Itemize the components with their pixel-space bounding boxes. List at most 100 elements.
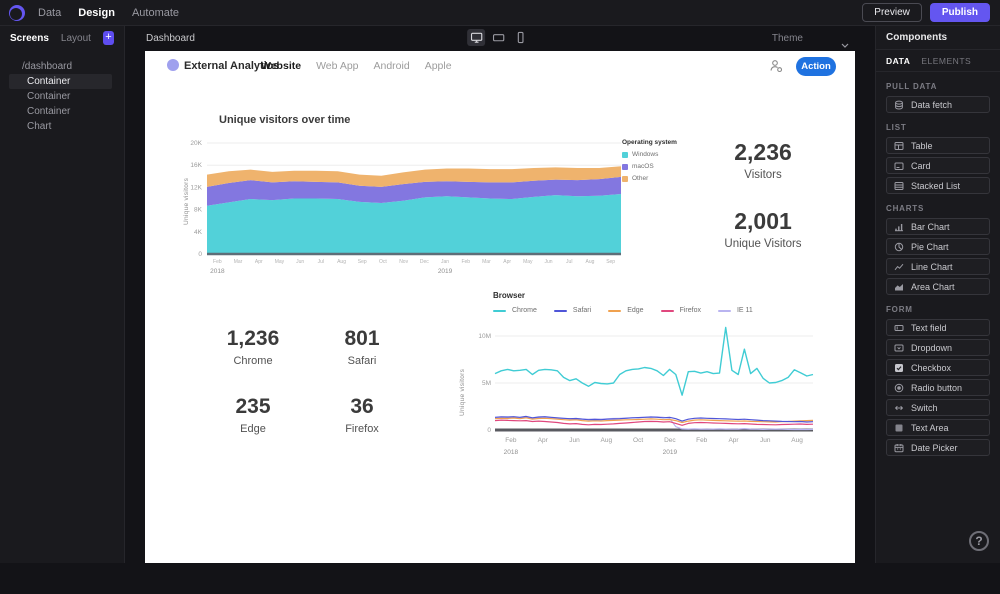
component-item-bar-chart[interactable]: Bar Chart xyxy=(886,218,990,235)
tree-item-container-2[interactable]: Container xyxy=(27,91,71,102)
add-screen-button[interactable]: + xyxy=(102,31,114,45)
stat-edge[interactable]: 235 Edge xyxy=(193,395,313,435)
help-button[interactable]: ? xyxy=(969,531,989,551)
tree-item-dashboard[interactable]: /dashboard xyxy=(22,61,73,72)
line-chart[interactable]: 10M 5M 0 Feb Apr Jun Aug Oct Dec Feb Apr Jun Aug 2018… xyxy=(475,323,845,463)
tab-layout[interactable]: Layout xyxy=(60,32,91,44)
publish-button[interactable]: Publish xyxy=(929,3,990,22)
tablet-view-button[interactable] xyxy=(489,29,507,46)
stat-unique-visitors[interactable]: 2,001 Unique Visitors xyxy=(683,208,843,250)
stat-value: 1,236 xyxy=(226,327,280,350)
pie-chart-icon xyxy=(894,242,904,252)
area-chart-icon xyxy=(894,282,904,292)
text-area-icon xyxy=(894,423,904,433)
component-item-label: Bar Chart xyxy=(911,221,950,232)
phone-view-button[interactable] xyxy=(511,29,529,46)
component-item-text-area[interactable]: Text Area xyxy=(886,419,990,436)
component-item-label: Checkbox xyxy=(911,362,952,373)
component-item-checkbox[interactable]: Checkbox xyxy=(886,359,990,376)
component-item-table[interactable]: Table xyxy=(886,137,990,154)
svg-text:Jun: Jun xyxy=(569,437,580,444)
section-label: LIST xyxy=(886,123,907,132)
stat-visitors[interactable]: 2,236 Visitors xyxy=(683,139,843,181)
area-chart-title: Unique visitors over time xyxy=(219,114,351,126)
tab-data[interactable]: DATA xyxy=(886,55,911,66)
legend-label: Firefox xyxy=(679,307,701,314)
checkbox-icon xyxy=(894,363,904,373)
stat-label: Firefox xyxy=(345,423,379,435)
dashboard-card[interactable]: External Analytics Website Web App Andro… xyxy=(145,51,855,563)
component-item-line-chart[interactable]: Line Chart xyxy=(886,258,990,275)
legend-label: macOS xyxy=(632,163,654,170)
svg-text:Aug: Aug xyxy=(585,259,594,265)
component-item-data-fetch[interactable]: Data fetch xyxy=(886,96,990,113)
tab-screens[interactable]: Screens xyxy=(10,32,49,44)
preview-button[interactable]: Preview xyxy=(862,3,922,22)
area-legend-items: Windows macOS Other xyxy=(622,151,677,182)
component-item-text-field[interactable]: Text field xyxy=(886,319,990,336)
action-button[interactable]: Action xyxy=(796,57,836,76)
stat-value: 235 xyxy=(235,395,271,418)
tab-elements[interactable]: ELEMENTS xyxy=(921,55,972,66)
chevron-down-icon[interactable] xyxy=(841,35,849,53)
nav-design[interactable]: Design xyxy=(78,6,115,19)
desktop-view-button[interactable] xyxy=(467,29,486,46)
component-item-label: Switch xyxy=(911,402,938,413)
tab-apple[interactable]: Apple xyxy=(424,60,452,72)
component-item-switch[interactable]: Switch xyxy=(886,399,990,416)
components-sections: PULL DATA Data fetch LIST Table Card Stacked … xyxy=(876,82,1000,456)
stat-label: Safari xyxy=(347,355,377,367)
stat-value: 2,001 xyxy=(734,208,792,234)
component-item-date-picker[interactable]: Date Picker xyxy=(886,439,990,456)
section-label: FORM xyxy=(886,305,913,314)
area-chart[interactable]: 20K 16K 12K 8K 4K 0 Feb Mar Apr May Jun Jul Aug Sep Oc… xyxy=(179,135,623,285)
svg-text:Apr: Apr xyxy=(255,259,263,265)
svg-text:Jun: Jun xyxy=(545,259,553,265)
user-settings-icon[interactable] xyxy=(769,59,783,78)
legend-item: Other xyxy=(622,175,677,182)
svg-text:0: 0 xyxy=(198,251,202,258)
app-logo-icon[interactable] xyxy=(9,4,25,21)
nav-automate[interactable]: Automate xyxy=(131,6,180,19)
svg-text:2019: 2019 xyxy=(663,449,678,456)
stat-firefox[interactable]: 36 Firefox xyxy=(302,395,422,435)
component-item-stacked-list[interactable]: Stacked List xyxy=(886,177,990,194)
component-item-pie-chart[interactable]: Pie Chart xyxy=(886,238,990,255)
components-panel: Components DATA ELEMENTS PULL DATA Data f… xyxy=(875,26,1000,563)
svg-text:Jun: Jun xyxy=(760,437,771,444)
theme-selector[interactable]: Theme xyxy=(771,33,803,44)
component-item-label: Line Chart xyxy=(911,261,953,272)
switch-icon xyxy=(894,403,904,413)
svg-text:Oct: Oct xyxy=(379,259,387,265)
bar-chart-icon xyxy=(894,222,904,232)
line-chart-ylabel: Unique visitors xyxy=(459,368,466,416)
svg-text:Aug: Aug xyxy=(791,437,803,444)
component-item-dropdown[interactable]: Dropdown xyxy=(886,339,990,356)
component-item-radio-button[interactable]: Radio button xyxy=(886,379,990,396)
tree-item-chart[interactable]: Chart xyxy=(27,121,52,132)
svg-text:Jan: Jan xyxy=(441,259,449,265)
legend-swatch xyxy=(622,151,628,158)
tree-item-container-3[interactable]: Container xyxy=(27,106,71,117)
stat-label: Edge xyxy=(240,423,266,435)
legend-label: Other xyxy=(632,175,649,182)
component-item-label: Pie Chart xyxy=(911,241,949,252)
tab-android[interactable]: Android xyxy=(373,60,410,72)
svg-text:Dec: Dec xyxy=(420,259,429,265)
stat-safari[interactable]: 801 Safari xyxy=(302,327,422,367)
tree-item-container-1[interactable]: Container xyxy=(9,74,112,89)
tab-website[interactable]: Website xyxy=(261,60,302,72)
component-item-card[interactable]: Card xyxy=(886,157,990,174)
legend-item: Chrome xyxy=(493,307,537,314)
topbar: Data Design Automate Preview Publish xyxy=(0,0,1000,26)
table-icon xyxy=(894,141,904,151)
stat-chrome[interactable]: 1,236 Chrome xyxy=(193,327,313,367)
svg-text:20K: 20K xyxy=(190,140,202,147)
tab-web-app[interactable]: Web App xyxy=(316,60,359,72)
nav-data[interactable]: Data xyxy=(38,6,62,19)
legend-item: IE 11 xyxy=(717,307,753,314)
stat-value: 801 xyxy=(344,327,380,350)
component-item-area-chart[interactable]: Area Chart xyxy=(886,278,990,295)
component-item-label: Dropdown xyxy=(911,342,953,353)
svg-text:Apr: Apr xyxy=(728,437,739,444)
